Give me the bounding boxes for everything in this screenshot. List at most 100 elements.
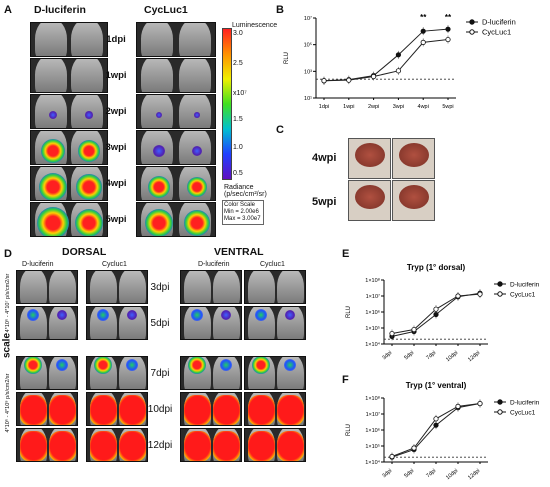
x-tick-label: 5dpi (403, 350, 415, 361)
legend-marker (469, 19, 475, 25)
panel-b-label: B (276, 4, 284, 16)
x-tick-label: 7dpi (425, 468, 437, 479)
panel-d-tile (180, 270, 242, 304)
panel-c-tumor-photo (348, 138, 391, 179)
data-point (411, 445, 417, 451)
data-point (455, 403, 461, 409)
panel-e-label: E (342, 248, 350, 260)
data-point (455, 293, 461, 299)
panel-a-label: A (4, 4, 12, 16)
luminescence-signal (213, 431, 240, 461)
panel-d-tile (86, 392, 148, 426)
mouse-silhouette (35, 23, 67, 56)
tumor-tissue (399, 143, 429, 167)
data-point (389, 330, 395, 337)
colorbar-tick: 1.5 (233, 116, 243, 123)
legend-label: D-luciferin (510, 400, 540, 407)
y-tick-label: 1×10⁴ (365, 459, 380, 466)
panel-d-tile (16, 270, 78, 304)
mouse-silhouette (141, 59, 173, 92)
data-point (411, 326, 417, 333)
colorbar-tick: x10⁷ (233, 90, 247, 97)
mouse-silhouette (179, 95, 211, 128)
x-tick-label: 3dpi (381, 350, 393, 361)
panel-a-row-label: 1wpi (105, 70, 127, 81)
luminescence-signal (24, 357, 42, 374)
significance-marker: ** (445, 13, 452, 22)
data-point (389, 453, 395, 460)
colorbar-title: Luminescence (232, 22, 278, 29)
x-tick-label: 2wpi (368, 104, 379, 110)
data-point (395, 68, 402, 74)
panel-d-scale-range-top: 4*10⁶ - 4*10⁷ p/s/cm2/sr (5, 273, 11, 333)
luminescence-signal (20, 431, 47, 461)
panel-d-tile (86, 428, 148, 462)
y-tick-label: 1×10⁶ (365, 309, 380, 316)
luminescence-signal (145, 209, 173, 236)
data-point (433, 422, 439, 428)
y-axis-label: RLU (284, 52, 290, 64)
panel-a-tile-dluciferin (30, 22, 108, 57)
panel-a-tile-cycluc1 (136, 94, 216, 129)
panel-a-tile-dluciferin (30, 202, 108, 237)
panel-d-tile (16, 392, 78, 426)
y-tick-label: 10⁵ (304, 42, 312, 49)
luminescence-signal (37, 207, 69, 236)
data-point (433, 416, 439, 422)
luminescence-signal (126, 359, 138, 371)
data-point (420, 28, 426, 34)
colorbar (222, 28, 232, 180)
luminescence-signal (56, 359, 68, 371)
legend-label: CycLuc1 (510, 292, 536, 299)
luminescence-signal (49, 111, 57, 119)
luminescence-signal (153, 145, 165, 157)
data-point (346, 77, 352, 83)
luminescence-signal (213, 395, 240, 425)
luminescence-signal (39, 173, 67, 200)
luminescence-signal (57, 310, 67, 320)
legend-label: D-luciferin (510, 282, 540, 289)
y-tick-label: 1×10⁸ (365, 277, 380, 284)
luminescence-signal (188, 357, 206, 374)
series-line-d-luciferin (391, 403, 481, 458)
x-tick-label: 4wpi (418, 104, 429, 110)
mouse-silhouette (71, 23, 103, 56)
x-tick-label: 12dpi (467, 350, 481, 363)
panel-d-tile (16, 428, 78, 462)
legend-marker (497, 281, 503, 287)
data-point (420, 39, 426, 45)
panel-a-row-label: 5wpi (105, 214, 127, 225)
y-tick-label: 1×10⁶ (365, 427, 380, 434)
panel-a-tile-dluciferin (30, 94, 108, 129)
mouse-silhouette (277, 271, 304, 303)
y-tick-label: 1×10⁵ (365, 325, 380, 332)
mouse-silhouette (20, 271, 47, 303)
y-tick-label: 1×10⁴ (365, 341, 380, 348)
significance-marker: ** (420, 13, 427, 22)
panel-d-tile (244, 428, 306, 462)
panel-d-tile (16, 306, 78, 340)
legend-marker (497, 409, 503, 415)
series-line-cycluc1 (323, 39, 449, 82)
panel-d-tile (16, 356, 78, 390)
panel-a-row-label: 4wpi (105, 178, 127, 189)
panel-a-col2-title: CycLuc1 (144, 4, 188, 16)
panel-a-tile-cycluc1 (136, 58, 216, 93)
mouse-silhouette (179, 23, 211, 56)
luminescence-signal (184, 431, 211, 461)
colorbar-max: Max = 3.00e7 (224, 216, 261, 222)
luminescence-signal (156, 112, 162, 118)
colorbar-min: Min = 2.00e6 (224, 209, 259, 215)
panel-d-row-label: 10dpi (147, 404, 173, 415)
chart-f: Tryp (1° ventral) 1×10⁴ 1×10⁵ 1×10⁶ 1×10⁷ 1×1… (346, 381, 540, 481)
panel-c-tumor-photo (348, 180, 391, 221)
y-tick-label: 1×10⁷ (366, 411, 380, 418)
mouse-silhouette (179, 59, 211, 92)
colorbar-tick: 3.0 (233, 30, 243, 37)
colorbar-scale-title: Color Scale (224, 202, 256, 208)
panel-d-tile (180, 428, 242, 462)
legend-marker (497, 291, 503, 297)
mouse-silhouette (119, 271, 146, 303)
y-tick-label: 1×10⁵ (365, 443, 380, 450)
luminescence-signal (284, 359, 296, 371)
